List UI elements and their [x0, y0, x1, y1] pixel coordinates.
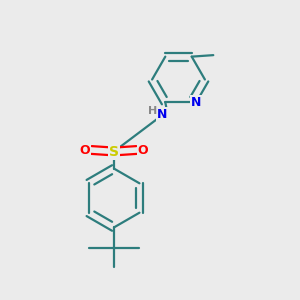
Text: S: S — [109, 145, 119, 158]
Text: O: O — [138, 143, 148, 157]
Text: O: O — [80, 143, 90, 157]
Text: N: N — [157, 108, 167, 121]
Text: N: N — [191, 97, 202, 110]
Text: H: H — [148, 106, 157, 116]
